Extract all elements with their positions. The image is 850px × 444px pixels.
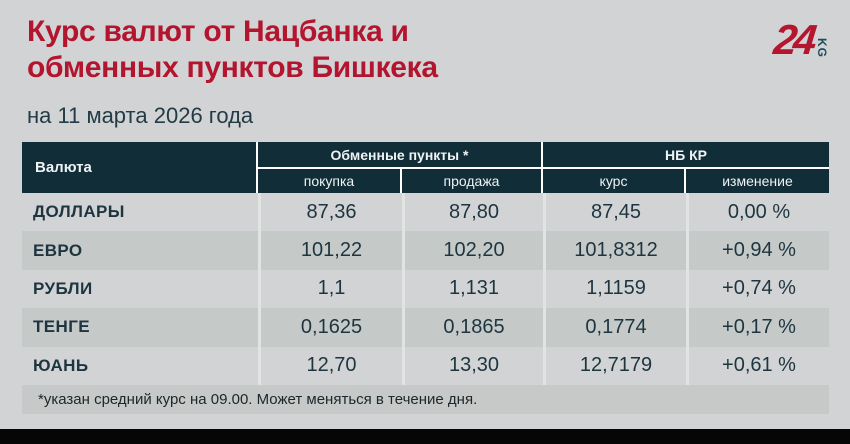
currency-name: ЮАНЬ: [33, 355, 89, 375]
sell-value: 87,80: [402, 193, 543, 232]
column-header-buy: покупка: [258, 167, 402, 193]
table-header: Валюта Обменные пункты * НБ КР покупка п…: [22, 142, 829, 193]
table-row-yuan: ЮАНЬ 12,70 13,30 12,7179 +0,61 %: [22, 346, 829, 385]
table-row-rubles: РУБЛИ 1,1 1,131 1,1159 +0,74 %: [22, 269, 829, 309]
page-title-line2: обменных пунктов Бишкека: [27, 51, 438, 84]
table-row-tenge: ТЕНГЕ 0,1625 0,1865 0,1774 +0,17 %: [22, 308, 829, 347]
table-row-euro: ЕВРО 101,22 102,20 101,8312 +0,94 %: [22, 231, 829, 270]
page-title: Курс валют от Нацбанка и обменных пункто…: [27, 14, 740, 86]
sell-value: 102,20: [402, 231, 543, 270]
table-row-dollars: ДОЛЛАРЫ 87,36 87,80 87,45 0,00 %: [22, 193, 829, 232]
buy-value: 12,70: [258, 346, 402, 385]
rates-table: Валюта Обменные пункты * НБ КР покупка п…: [22, 142, 829, 385]
change-value: +0,61 %: [686, 346, 829, 385]
sell-value: 13,30: [402, 346, 543, 385]
logo-kg-text: KG: [815, 38, 829, 58]
column-group-exchange-offices: Обменные пункты *: [258, 142, 543, 167]
header: Курс валют от Нацбанка и обменных пункто…: [27, 14, 740, 129]
rate-value: 87,45: [543, 193, 686, 232]
rate-value: 0,1774: [543, 308, 686, 347]
rate-value: 101,8312: [543, 231, 686, 270]
column-header-currency: Валюта: [22, 142, 258, 193]
buy-value: 87,36: [258, 193, 402, 232]
24kg-logo: 24 KG: [771, 16, 829, 63]
bottom-bar: [0, 429, 850, 444]
logo-24-text: 24: [771, 16, 816, 63]
buy-value: 0,1625: [258, 308, 402, 347]
currency-name: ДОЛЛАРЫ: [33, 202, 125, 222]
column-header-change: изменение: [686, 167, 829, 193]
buy-value: 101,22: [258, 231, 402, 270]
buy-value: 1,1: [258, 269, 402, 309]
change-value: +0,74 %: [686, 269, 829, 309]
column-group-national-bank: НБ КР: [543, 142, 829, 167]
column-header-rate: курс: [543, 167, 686, 193]
currency-name: ЕВРО: [33, 240, 83, 260]
page-title-line1: Курс валют от Нацбанка и: [27, 15, 409, 48]
change-value: +0,17 %: [686, 308, 829, 347]
column-header-sell: продажа: [402, 167, 543, 193]
sell-value: 1,131: [402, 269, 543, 309]
rate-value: 1,1159: [543, 269, 686, 309]
sell-value: 0,1865: [402, 308, 543, 347]
change-value: 0,00 %: [686, 193, 829, 232]
date-subtitle: на 11 марта 2026 года: [27, 103, 254, 128]
currency-name: ТЕНГЕ: [33, 317, 90, 337]
change-value: +0,94 %: [686, 231, 829, 270]
footnote: *указан средний курс на 09.00. Может мен…: [22, 385, 829, 414]
currency-name: РУБЛИ: [33, 278, 93, 298]
rate-value: 12,7179: [543, 346, 686, 385]
